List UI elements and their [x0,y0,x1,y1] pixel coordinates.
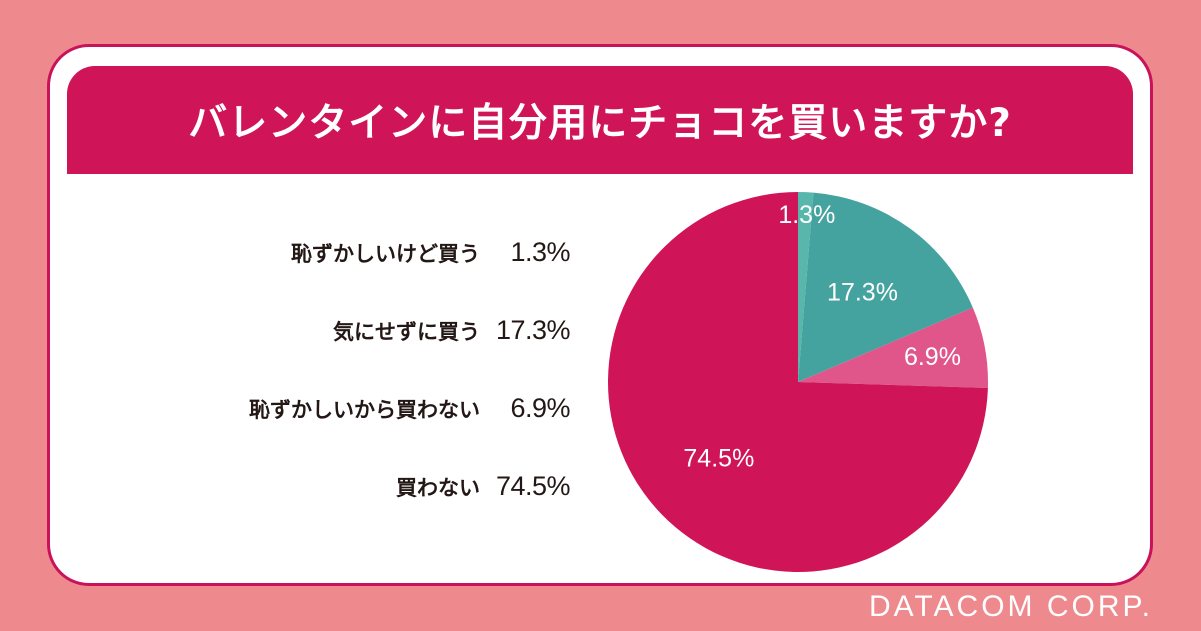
slice-label: 6.9% [904,343,961,371]
legend-value: 1.3% [510,237,570,267]
pie-slice [798,192,973,382]
chart-title: バレンタインに自分用にチョコを買いますか? [188,101,1012,146]
legend-label: 買わない [396,476,480,500]
slice-label: 1.3% [778,201,835,229]
legend-item: 恥ずかしいから買わない 6.9% [150,393,571,423]
legend-label: 気にせずに買う [333,320,480,344]
legend-value: 74.5% [495,471,571,501]
chart-card: バレンタインに自分用にチョコを買いますか? 恥ずかしいけど買う 1.3% 気にせ… [47,44,1153,586]
company-credit: DATACOM CORP. [868,590,1153,623]
legend: 恥ずかしいけど買う 1.3% 気にせずに買う 17.3% 恥ずかしいから買わない… [150,237,571,549]
legend-item: 恥ずかしいけど買う 1.3% [150,237,571,267]
title-bar: バレンタインに自分用にチョコを買いますか? [67,66,1133,174]
pie-slice [798,307,988,388]
legend-item: 気にせずに買う 17.3% [150,315,571,345]
legend-value: 6.9% [510,393,570,423]
legend-label: 恥ずかしいから買わない [249,398,480,422]
legend-label: 恥ずかしいけど買う [291,242,480,266]
slice-label: 17.3% [827,279,898,307]
legend-value: 17.3% [495,315,571,345]
pie-chart-svg: 1.3% 17.3% 6.9% 74.5% [608,192,988,572]
legend-item: 買わない 74.5% [150,471,571,501]
slice-label: 74.5% [683,445,754,473]
pie-slice [608,192,988,572]
pie-slice [798,192,814,382]
pie-chart: 1.3% 17.3% 6.9% 74.5% [606,190,990,574]
